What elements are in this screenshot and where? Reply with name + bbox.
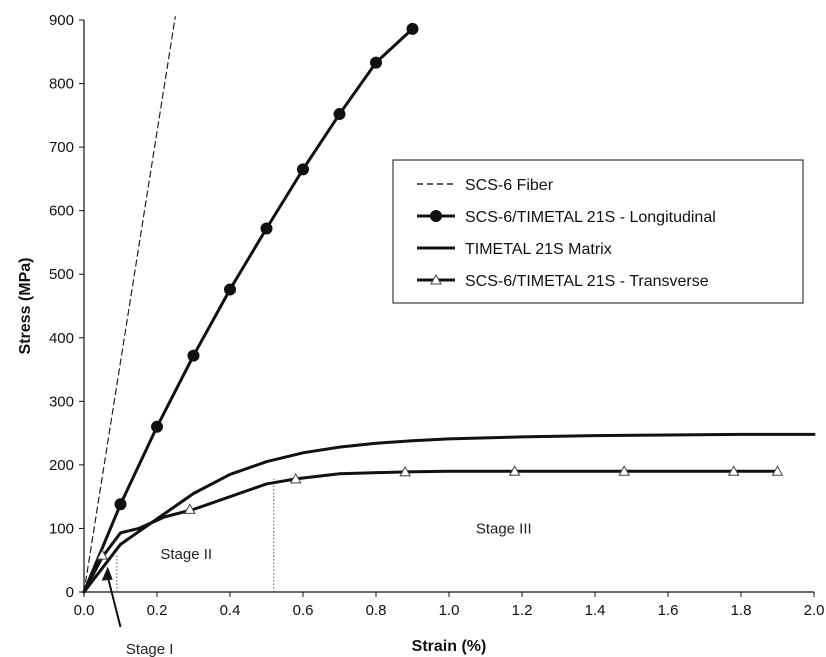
stage-i-arrow-head	[101, 566, 113, 581]
axes	[83, 20, 814, 593]
y-tick-label: 800	[49, 76, 74, 93]
y-tick-label: 900	[49, 12, 74, 29]
series-2	[82, 432, 816, 594]
legend-label: TIMETAL 21S Matrix	[465, 241, 612, 258]
x-tick-label: 1.0	[439, 602, 460, 619]
legend: SCS-6 Fiber SCS-6/TIMETAL 21S - Longitudi…	[392, 159, 804, 304]
data-point-circle	[297, 163, 309, 176]
data-point-triangle	[289, 472, 302, 484]
data-point-triangle	[727, 465, 740, 476]
y-tick-label: 200	[49, 457, 74, 474]
y-tick-label: 300	[49, 393, 74, 410]
legend-box	[392, 159, 804, 304]
x-tick-label: 0.4	[220, 602, 241, 619]
x-tick-label: 0.2	[147, 602, 168, 619]
data-point-circle	[260, 222, 273, 235]
stage-label: Stage III	[476, 520, 532, 537]
stage-label: Stage II	[160, 546, 212, 563]
x-tick-label: 0.0	[74, 602, 95, 619]
x-tick-label: 0.6	[293, 602, 314, 619]
data-point-circle	[333, 108, 346, 121]
data-point-triangle	[618, 465, 631, 476]
data-point-circle	[406, 22, 419, 35]
x-tick-label: 1.4	[585, 602, 606, 619]
series-3	[82, 465, 784, 594]
y-tick-label: 500	[49, 266, 74, 283]
legend-label: SCS-6 Fiber	[465, 177, 554, 194]
series-0	[83, 16, 176, 593]
data-point-triangle	[508, 465, 521, 476]
y-ticks: 0 100 200 300 400 500 600 700 800 900	[49, 12, 84, 601]
stage-label: Stage I	[126, 641, 174, 657]
legend-label: SCS-6/TIMETAL 21S - Transverse	[465, 273, 709, 290]
legend-item: SCS-6/TIMETAL 21S - Transverse	[417, 273, 709, 290]
legend-item: SCS-6 Fiber	[417, 177, 554, 194]
x-tick-label: 1.8	[731, 602, 752, 619]
data-point-triangle	[399, 465, 412, 477]
data-point-triangle	[430, 273, 442, 285]
legend-item: SCS-6/TIMETAL 21S - Longitudinal	[417, 209, 716, 226]
x-tick-label: 1.6	[658, 602, 679, 619]
data-point-circle	[370, 56, 382, 69]
data-point-circle	[114, 498, 127, 511]
series-line	[82, 469, 779, 594]
x-ticks: 0.0 0.2 0.4 0.6 0.8 1.0 1.2 1.4 1.6 1.8 2.0	[74, 592, 825, 619]
y-axis-title: Stress (MPa)	[17, 258, 34, 355]
y-tick-label: 100	[49, 520, 74, 537]
y-tick-label: 600	[49, 203, 74, 220]
series-1	[82, 22, 419, 594]
stage-annotations: Stage I Stage II Stage III	[101, 520, 532, 657]
x-tick-label: 0.8	[366, 602, 387, 619]
y-tick-label: 0	[66, 584, 74, 601]
data-point-circle	[430, 210, 442, 222]
series-line	[82, 27, 414, 594]
x-tick-label: 2.0	[804, 602, 825, 619]
series-line	[82, 432, 816, 594]
legend-item: TIMETAL 21S Matrix	[417, 241, 612, 258]
legend-items: SCS-6 Fiber SCS-6/TIMETAL 21S - Longitudi…	[417, 177, 716, 290]
series-group	[82, 16, 816, 594]
data-point-circle	[187, 349, 200, 362]
stage-reference-lines	[116, 478, 275, 592]
x-axis-title: Strain (%)	[412, 638, 487, 655]
data-point-triangle	[771, 465, 784, 476]
x-tick-label: 1.2	[512, 602, 533, 619]
series-line	[83, 16, 176, 593]
data-point-triangle	[96, 549, 109, 560]
data-point-circle	[151, 420, 163, 433]
data-point-circle	[224, 283, 236, 296]
stage-i-arrow-shaft	[106, 576, 122, 628]
y-tick-label: 700	[49, 139, 74, 156]
y-tick-label: 400	[49, 330, 74, 347]
data-point-triangle	[184, 503, 196, 514]
legend-label: SCS-6/TIMETAL 21S - Longitudinal	[465, 209, 716, 226]
